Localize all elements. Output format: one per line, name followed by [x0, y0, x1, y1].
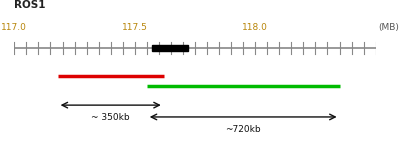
Bar: [152, 45, 188, 51]
Text: ~720kb: ~720kb: [225, 125, 261, 134]
Text: ROS1: ROS1: [14, 0, 46, 11]
Text: 117.0: 117.0: [1, 23, 27, 32]
Text: 117.5: 117.5: [122, 23, 148, 32]
Text: ~ 350kb: ~ 350kb: [91, 113, 130, 122]
Text: 118.0: 118.0: [242, 23, 268, 32]
Text: (MB): (MB): [378, 23, 399, 32]
